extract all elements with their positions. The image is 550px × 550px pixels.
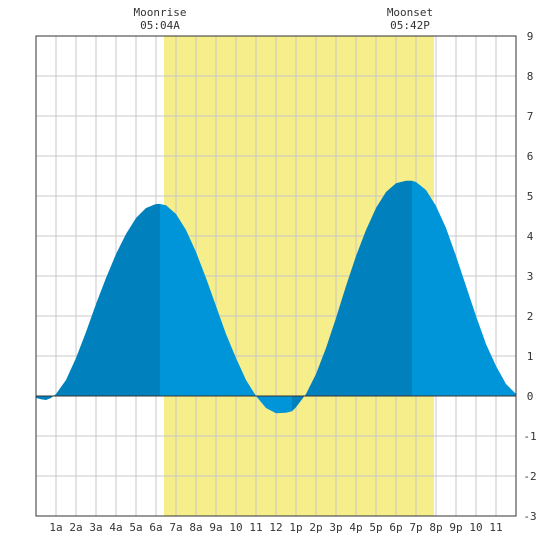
x-tick-label: 10 — [229, 521, 242, 534]
x-tick-label: 2p — [309, 521, 322, 534]
x-tick-label: 1a — [49, 521, 62, 534]
y-tick-label: 4 — [527, 230, 534, 243]
x-tick-label: 5a — [129, 521, 142, 534]
x-tick-label: 3a — [89, 521, 102, 534]
y-tick-label: -2 — [523, 470, 536, 483]
x-tick-label: 11 — [249, 521, 262, 534]
x-tick-label: 7a — [169, 521, 182, 534]
x-tick-label: 9a — [209, 521, 222, 534]
y-tick-label: 7 — [527, 110, 534, 123]
y-tick-label: -3 — [523, 510, 536, 523]
y-tick-label: 9 — [527, 30, 534, 43]
tide-falling-segment — [412, 180, 516, 396]
x-tick-label: 10 — [469, 521, 482, 534]
y-axis-labels: -3 -2 -1 0 1 2 3 4 5 6 7 8 9 — [523, 30, 536, 523]
y-tick-label: 3 — [527, 270, 534, 283]
x-tick-label: 6p — [389, 521, 402, 534]
y-tick-label: 5 — [527, 190, 534, 203]
x-tick-label: 4a — [109, 521, 122, 534]
y-tick-label: 8 — [527, 70, 534, 83]
plot-frame — [35, 35, 517, 517]
x-tick-label: 3p — [329, 521, 342, 534]
y-tick-label: 6 — [527, 150, 534, 163]
x-tick-label: 8p — [429, 521, 442, 534]
x-tick-label: 9p — [449, 521, 462, 534]
tide-falling-segment — [160, 204, 292, 414]
x-tick-label: 1p — [289, 521, 302, 534]
x-tick-label: 11 — [489, 521, 502, 534]
y-tick-label: 0 — [527, 390, 534, 403]
y-tick-label: 1 — [527, 350, 534, 363]
tide-area — [36, 180, 516, 414]
y-tick-label: 2 — [527, 310, 534, 323]
moonset-time: 05:42P — [390, 19, 430, 32]
y-tick-label: -1 — [523, 430, 536, 443]
x-axis-labels: 1a 2a 3a 4a 5a 6a 7a 8a 9a 10 11 12 1p 2p 3p 4p 5p 6p 7p 8p… — [49, 521, 502, 534]
moonrise-time: 05:04A — [140, 19, 180, 32]
x-tick-label: 12 — [269, 521, 282, 534]
x-tick-label: 4p — [349, 521, 362, 534]
moonrise-label: Moonrise — [134, 6, 187, 19]
x-tick-label: 7p — [409, 521, 422, 534]
tide-rising-segment — [36, 204, 160, 400]
moonset-label: Moonset — [387, 6, 433, 19]
horizontal-grid — [36, 75, 516, 477]
x-tick-label: 8a — [189, 521, 202, 534]
x-tick-label: 2a — [69, 521, 82, 534]
x-tick-label: 6a — [149, 521, 162, 534]
x-tick-label: 5p — [369, 521, 382, 534]
tide-rising-segment — [292, 180, 412, 412]
